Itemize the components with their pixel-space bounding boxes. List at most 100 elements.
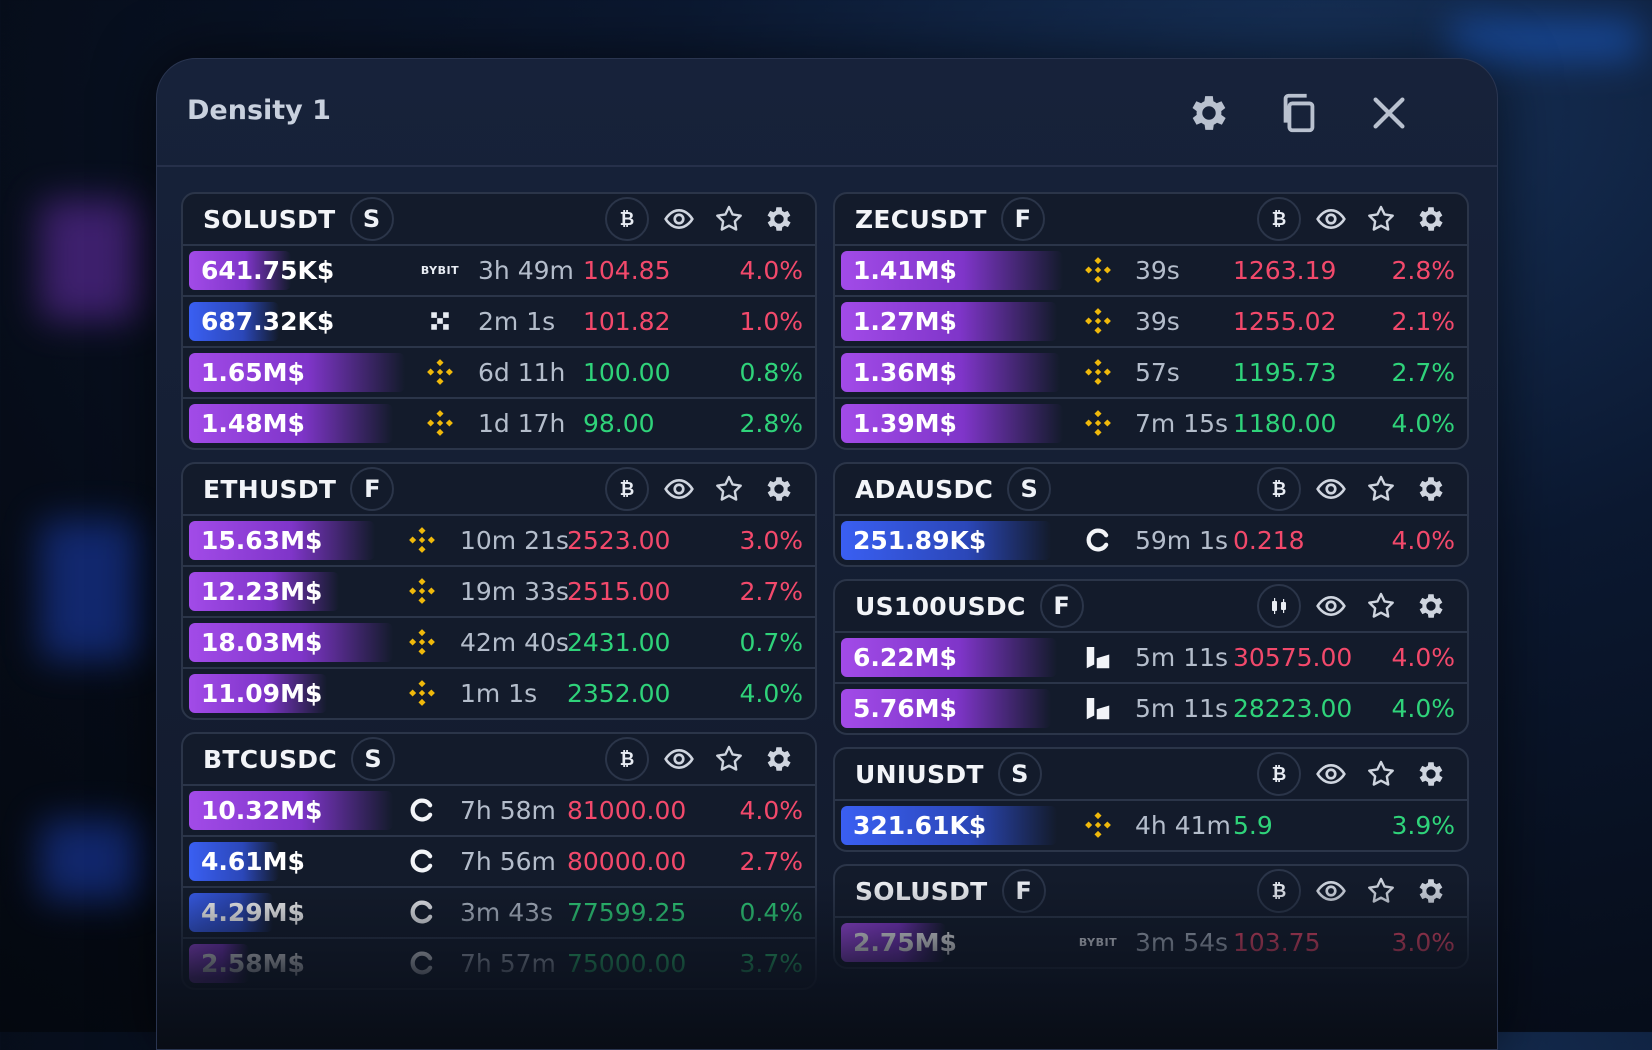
order-row[interactable]: 1.27M$ 39s 1255.02 2.1% bbox=[835, 297, 1467, 348]
market-type-badge[interactable]: S bbox=[349, 197, 394, 241]
settings-button[interactable] bbox=[1185, 89, 1233, 137]
order-row[interactable]: 1.39M$ 7m 15s 1180.00 4.0% bbox=[835, 399, 1467, 448]
ticker-symbol[interactable]: BTCUSDC bbox=[203, 744, 337, 774]
gear-icon[interactable] bbox=[1411, 871, 1451, 911]
star-icon[interactable] bbox=[1361, 199, 1401, 239]
bitcoin-icon[interactable]: ₿ bbox=[605, 737, 649, 781]
ticker-symbol[interactable]: ETHUSDT bbox=[203, 474, 337, 504]
ticker-symbol[interactable]: US100USDC bbox=[855, 591, 1026, 621]
volume-bar bbox=[189, 302, 279, 341]
order-row[interactable]: 4.61M$ 7h 56m 80000.00 2.7% bbox=[183, 837, 815, 888]
bybit-logo-text: BYBIT bbox=[420, 263, 460, 277]
market-type-badge[interactable]: F bbox=[1001, 869, 1046, 913]
order-row[interactable]: 1.36M$ 57s 1195.73 2.7% bbox=[835, 348, 1467, 399]
order-age: 39s bbox=[1135, 256, 1180, 285]
gear-icon[interactable] bbox=[759, 739, 799, 779]
eye-icon[interactable] bbox=[659, 469, 699, 509]
market-type-badge[interactable]: S bbox=[997, 752, 1042, 796]
density-window: Density 1 SOLUSDT S ₿ 641.75K$ BYBIT 3h 49m 10… bbox=[156, 58, 1498, 1050]
card-actions: ₿ bbox=[1257, 869, 1451, 913]
order-row[interactable]: 641.75K$ BYBIT 3h 49m 104.85 4.0% bbox=[183, 246, 815, 297]
gear-icon bbox=[1192, 96, 1226, 130]
distance-percent: 0.4% bbox=[739, 898, 803, 927]
coinbase-logo-icon bbox=[405, 946, 439, 980]
order-price: 30575.00 bbox=[1233, 643, 1353, 672]
gear-icon[interactable] bbox=[1411, 586, 1451, 626]
order-price: 77599.25 bbox=[567, 898, 687, 927]
market-type-badge[interactable]: F bbox=[1039, 584, 1084, 628]
order-row[interactable]: 10.32M$ 7h 58m 81000.00 4.0% bbox=[183, 786, 815, 837]
order-row[interactable]: 251.89K$ 59m 1s 0.218 4.0% bbox=[835, 516, 1467, 565]
card-actions: ₿ bbox=[1257, 197, 1451, 241]
duplicate-button[interactable] bbox=[1275, 89, 1323, 137]
eye-icon[interactable] bbox=[659, 739, 699, 779]
order-age: 1d 17h bbox=[478, 409, 566, 438]
market-type-badge[interactable]: F bbox=[350, 467, 395, 511]
market-type-badge[interactable]: S bbox=[350, 737, 395, 781]
eye-icon[interactable] bbox=[1311, 199, 1351, 239]
order-age: 1m 1s bbox=[460, 679, 538, 708]
bitcoin-icon[interactable]: ₿ bbox=[605, 467, 649, 511]
order-row[interactable]: 2.58M$ 7h 57m 75000.00 3.7% bbox=[183, 939, 815, 988]
order-price: 0.218 bbox=[1233, 526, 1305, 555]
eye-icon[interactable] bbox=[1311, 754, 1351, 794]
order-price: 1255.02 bbox=[1233, 307, 1337, 336]
gear-icon[interactable] bbox=[759, 469, 799, 509]
star-icon[interactable] bbox=[709, 199, 749, 239]
order-row[interactable]: 5.76M$ 5m 11s 28223.00 4.0% bbox=[835, 684, 1467, 733]
order-age: 42m 40s bbox=[460, 628, 569, 657]
order-row[interactable]: 2.75M$ BYBIT 3m 54s 103.75 3.0% bbox=[835, 918, 1467, 967]
star-icon[interactable] bbox=[1361, 754, 1401, 794]
candles-icon[interactable] bbox=[1257, 584, 1301, 628]
ticker-symbol[interactable]: SOLUSDT bbox=[203, 204, 336, 234]
card-actions: ₿ bbox=[605, 467, 799, 511]
bitcoin-icon[interactable]: ₿ bbox=[605, 197, 649, 241]
order-age: 6d 11h bbox=[478, 358, 566, 387]
ticker-symbol[interactable]: SOLUSDT bbox=[855, 876, 988, 906]
ticker-symbol[interactable]: ADAUSDC bbox=[855, 474, 994, 504]
bitcoin-icon[interactable]: ₿ bbox=[1257, 467, 1301, 511]
order-row[interactable]: 1.41M$ 39s 1263.19 2.8% bbox=[835, 246, 1467, 297]
order-row[interactable]: 18.03M$ 42m 40s 2431.00 0.7% bbox=[183, 618, 815, 669]
order-row[interactable]: 11.09M$ 1m 1s 2352.00 4.0% bbox=[183, 669, 815, 718]
star-icon[interactable] bbox=[1361, 871, 1401, 911]
eye-icon[interactable] bbox=[659, 199, 699, 239]
eye-icon[interactable] bbox=[1311, 586, 1351, 626]
close-button[interactable] bbox=[1365, 89, 1413, 137]
star-icon[interactable] bbox=[709, 739, 749, 779]
order-row[interactable]: 4.29M$ 3m 43s 77599.25 0.4% bbox=[183, 888, 815, 939]
gear-icon[interactable] bbox=[759, 199, 799, 239]
bitcoin-icon[interactable]: ₿ bbox=[1257, 197, 1301, 241]
distance-percent: 2.1% bbox=[1391, 307, 1455, 336]
volume-bar bbox=[189, 623, 393, 662]
order-row[interactable]: 321.61K$ 4h 41m 5.9 3.9% bbox=[835, 801, 1467, 850]
order-row[interactable]: 687.32K$ 2m 1s 101.82 1.0% bbox=[183, 297, 815, 348]
order-row[interactable]: 1.48M$ 1d 17h 98.00 2.8% bbox=[183, 399, 815, 448]
coinbase-logo-icon bbox=[405, 895, 439, 929]
order-row[interactable]: 12.23M$ 19m 33s 2515.00 2.7% bbox=[183, 567, 815, 618]
star-icon[interactable] bbox=[1361, 586, 1401, 626]
bitcoin-icon[interactable]: ₿ bbox=[1257, 752, 1301, 796]
eye-icon[interactable] bbox=[1311, 469, 1351, 509]
market-type-badge[interactable]: S bbox=[1007, 467, 1052, 511]
bitcoin-icon[interactable]: ₿ bbox=[1257, 869, 1301, 913]
gear-icon[interactable] bbox=[1411, 199, 1451, 239]
star-icon[interactable] bbox=[709, 469, 749, 509]
volume-bar bbox=[841, 353, 1060, 392]
star-icon[interactable] bbox=[1361, 469, 1401, 509]
order-amount: 18.03M$ bbox=[201, 628, 323, 657]
ticker-symbol[interactable]: UNIUSDT bbox=[855, 759, 984, 789]
ticker-symbol[interactable]: ZECUSDT bbox=[855, 204, 987, 234]
card-header: ETHUSDT F ₿ bbox=[183, 464, 815, 516]
eye-icon[interactable] bbox=[1311, 871, 1351, 911]
order-row[interactable]: 6.22M$ 5m 11s 30575.00 4.0% bbox=[835, 633, 1467, 684]
order-amount: 1.48M$ bbox=[201, 409, 305, 438]
card-header: SOLUSDT S ₿ bbox=[183, 194, 815, 246]
order-row[interactable]: 15.63M$ 10m 21s 2523.00 3.0% bbox=[183, 516, 815, 567]
gear-icon[interactable] bbox=[1411, 754, 1451, 794]
gear-icon[interactable] bbox=[1411, 469, 1451, 509]
svg-text:₿: ₿ bbox=[1272, 764, 1287, 785]
close-icon bbox=[1373, 97, 1405, 129]
market-type-badge[interactable]: F bbox=[1000, 197, 1045, 241]
order-row[interactable]: 1.65M$ 6d 11h 100.00 0.8% bbox=[183, 348, 815, 399]
